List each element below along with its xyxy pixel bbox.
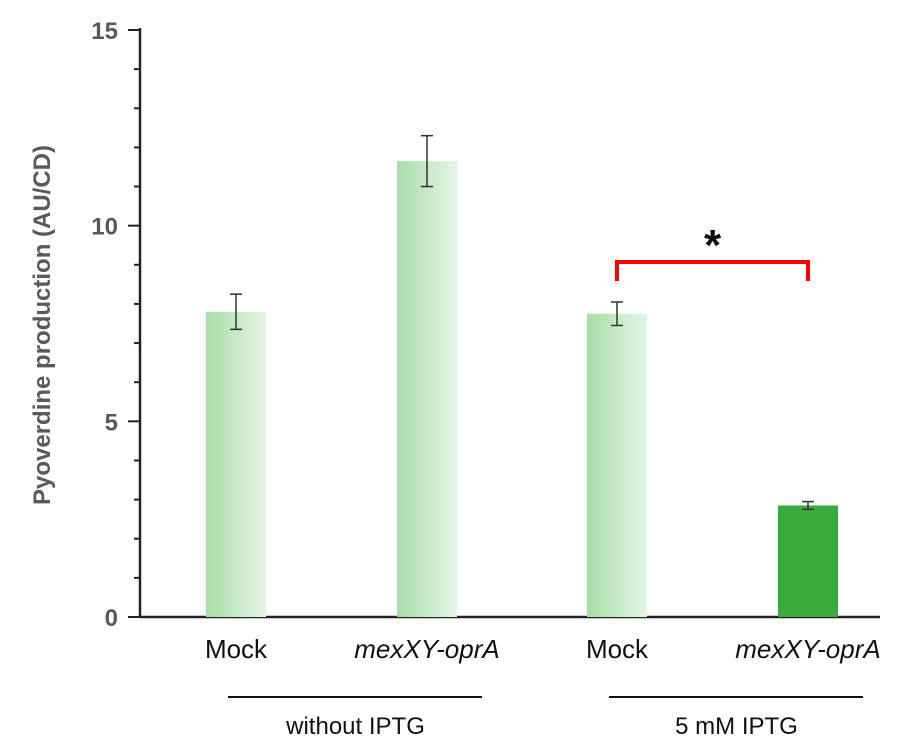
group-label: 5 mM IPTG — [675, 713, 798, 740]
group-labels: without IPTG 5 mM IPTG — [228, 696, 863, 740]
category-label: Mock — [205, 634, 268, 664]
bar — [206, 311, 266, 617]
y-tick-label: 0 — [105, 605, 118, 632]
category-label: mexXY-oprA — [354, 634, 499, 664]
error-bars — [230, 134, 814, 511]
error-bar — [421, 134, 433, 188]
bars — [206, 161, 838, 617]
error-bar — [802, 500, 814, 511]
significance-star: * — [704, 221, 722, 270]
y-tick-label: 5 — [105, 409, 118, 436]
significance-markers: * — [615, 221, 810, 281]
y-tick-label: 15 — [91, 18, 118, 45]
y-tick-label: 10 — [91, 214, 118, 241]
category-label: mexXY-oprA — [735, 634, 880, 664]
bar — [397, 161, 457, 617]
group: 5 mM IPTG — [609, 696, 863, 740]
bar — [587, 313, 647, 617]
group-label: without IPTG — [285, 713, 425, 740]
category-label: Mock — [586, 634, 649, 664]
group: without IPTG — [228, 696, 482, 740]
error-bar — [230, 293, 242, 331]
y-axis-label: Pyoverdine production (AU/CD) — [29, 145, 56, 505]
significance-bracket: * — [615, 221, 810, 281]
error-bar — [611, 301, 623, 327]
bar — [778, 505, 838, 617]
category-labels: Mock mexXY-oprA Mock mexXY-oprA — [205, 634, 881, 664]
